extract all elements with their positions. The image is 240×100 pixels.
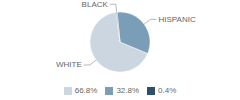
svg-text:HISPANIC: HISPANIC [159,15,196,24]
html-text:66.8%: 66.8% [74,86,98,95]
html-text:0.4%: 0.4% [158,86,177,95]
svg-text:WHITE: WHITE [56,60,82,69]
html-text:32.8%: 32.8% [116,86,140,95]
svg-text:BLACK: BLACK [82,0,109,9]
